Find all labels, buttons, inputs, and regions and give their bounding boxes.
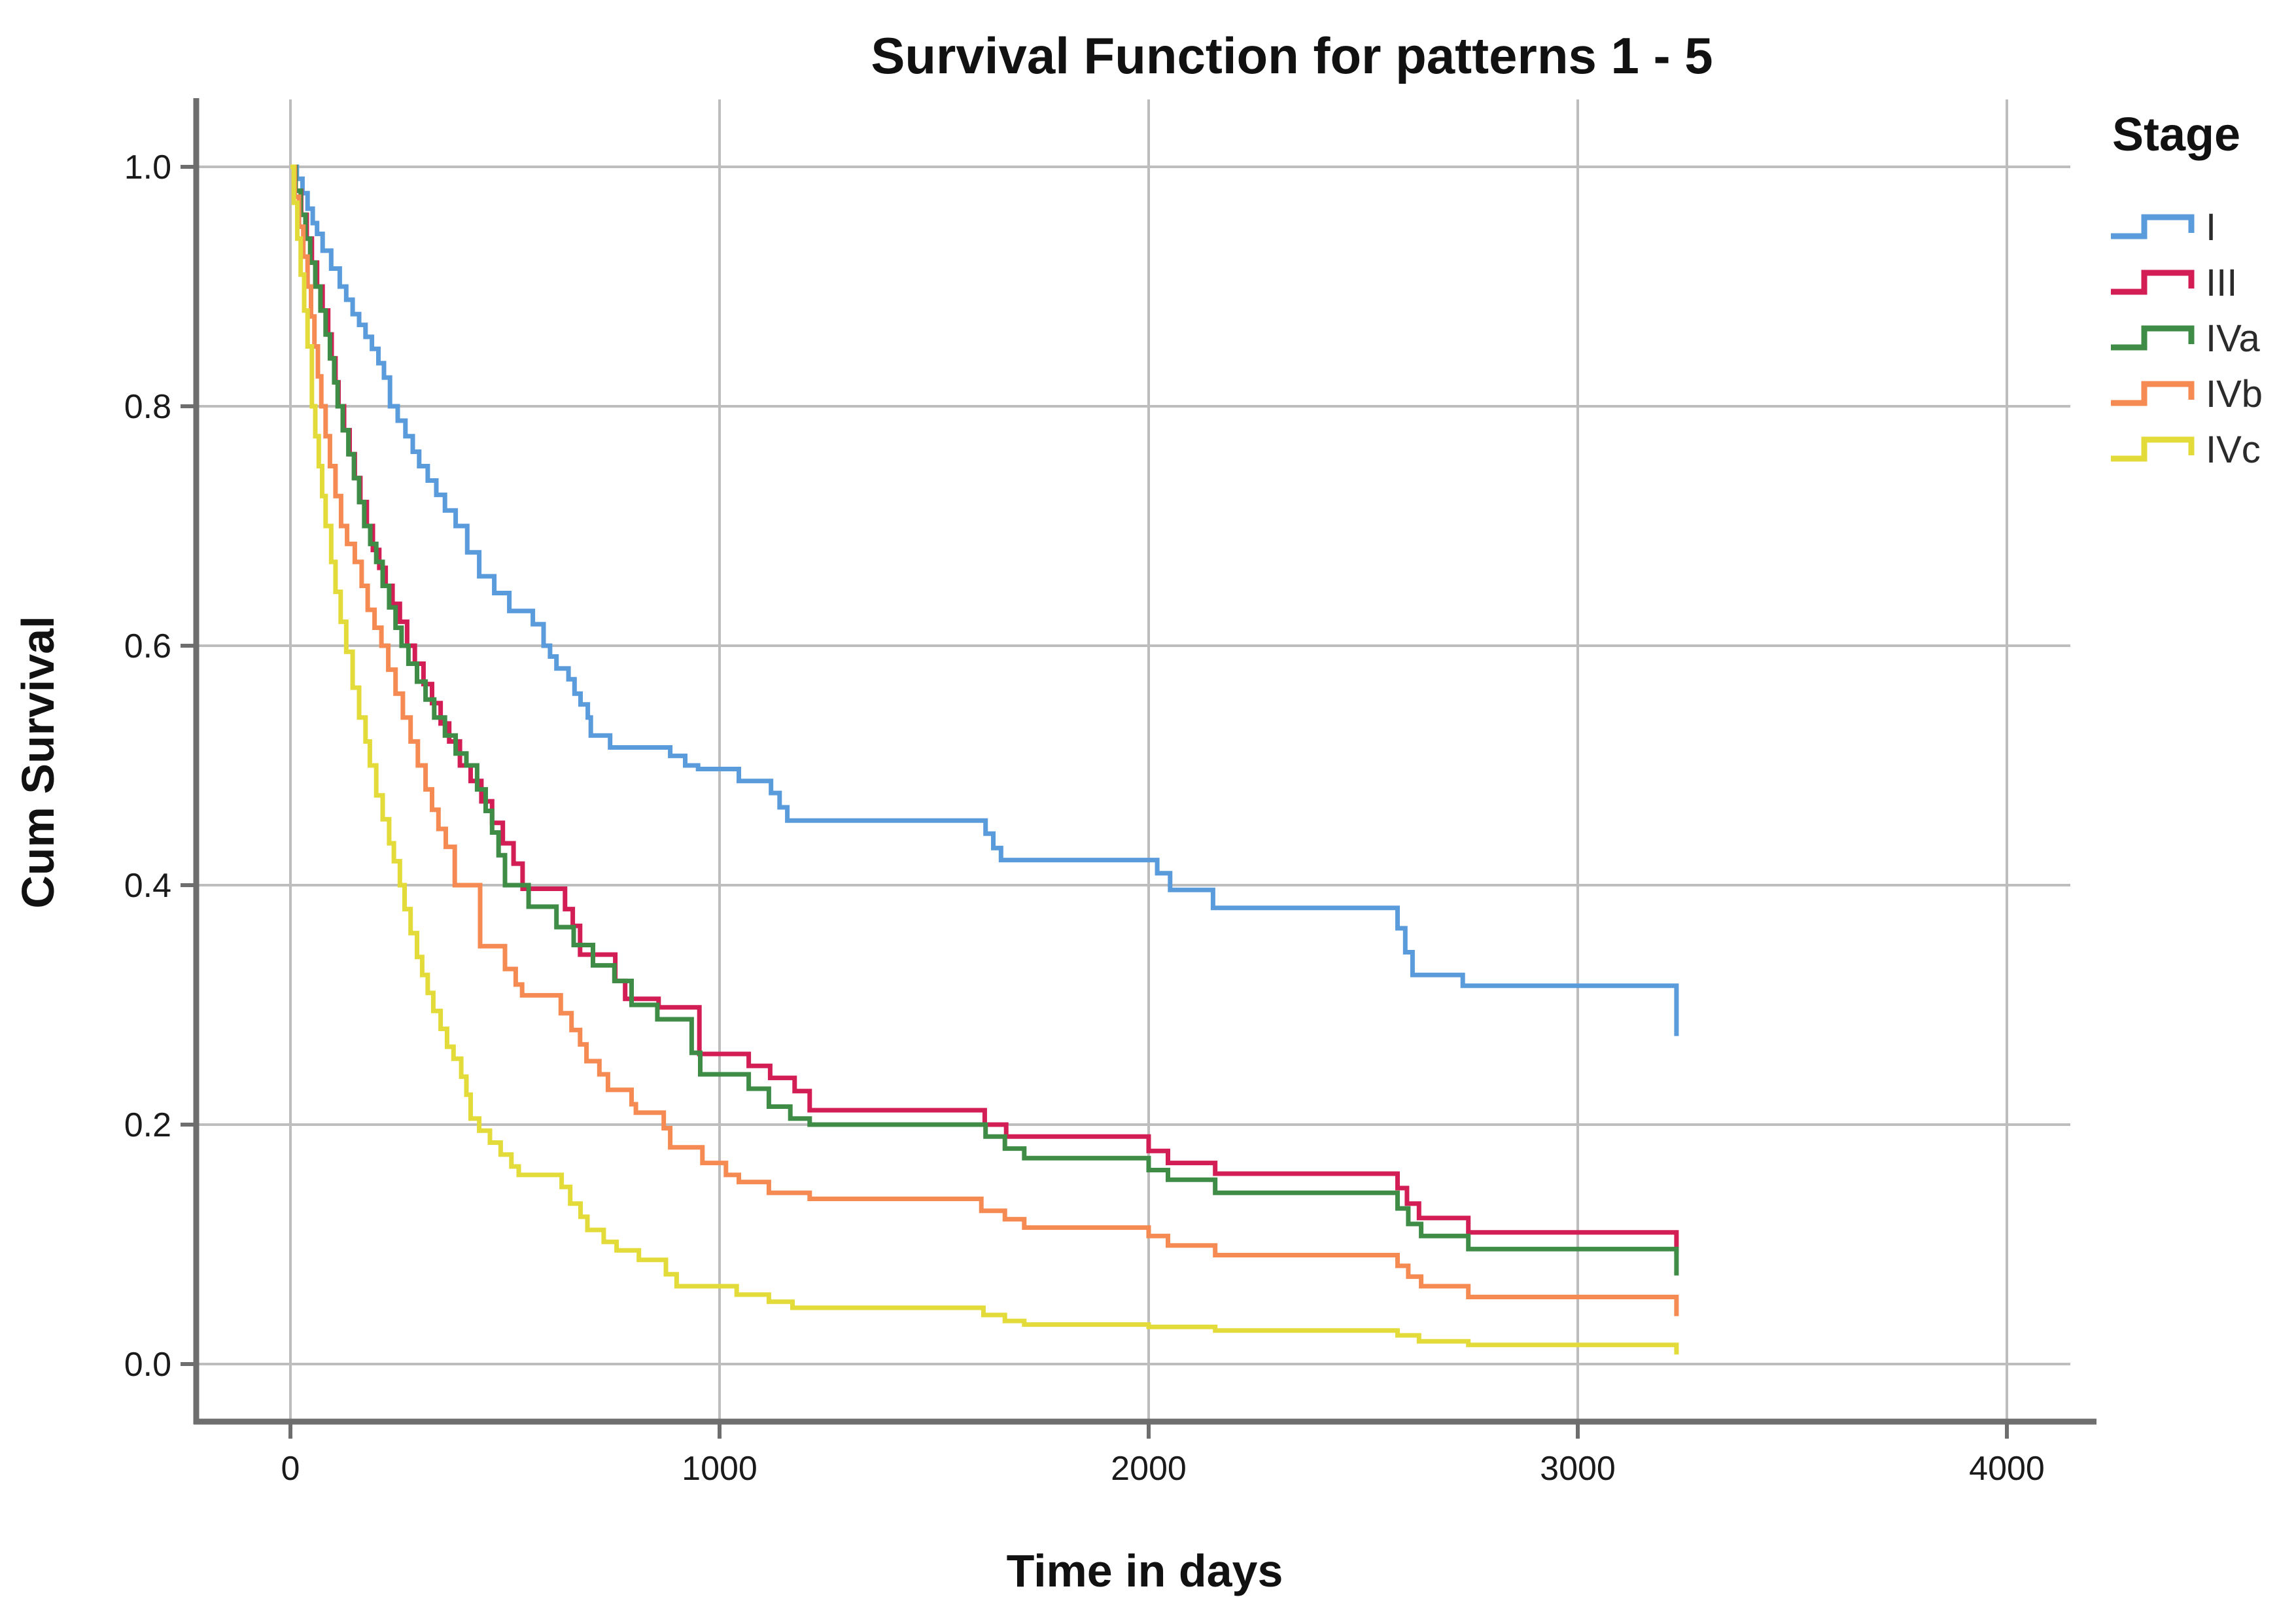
legend-item-label: IVc	[2206, 429, 2261, 471]
legend-swatch-step-icon	[2111, 436, 2195, 462]
x-tick-label: 3000	[1540, 1450, 1616, 1488]
y-tick-label: 1.0	[124, 149, 171, 186]
legend-item-label: IVa	[2206, 317, 2260, 360]
legend-item-III: III	[2111, 262, 2237, 304]
survival-curve-IVb	[290, 164, 1679, 1316]
legend-swatch-step-icon	[2111, 270, 2195, 295]
x-tick-label: 4000	[1969, 1450, 2045, 1488]
y-tick-label: 0.6	[124, 627, 171, 665]
legend-item-label: III	[2206, 262, 2237, 304]
legend-item-IVa: IVa	[2111, 317, 2260, 360]
survival-curve-IVc	[290, 164, 1679, 1355]
legend-title: Stage	[2112, 109, 2240, 161]
y-tick-label: 0.4	[124, 867, 171, 905]
legend-item-label: I	[2206, 206, 2216, 249]
legend-item-I: I	[2111, 206, 2216, 249]
axis-tick-labels: 0 1000 2000 3000 4000 0.0 0.2 0.4 0.6 0.8 1.0	[124, 149, 2045, 1488]
survival-curve-I	[290, 164, 1679, 1036]
axis-ticks	[181, 165, 2009, 1439]
legend-swatch-step-icon	[2111, 325, 2195, 351]
axes	[193, 98, 2096, 1425]
chart-title: Survival Function for patterns 1 - 5	[871, 27, 1713, 84]
survival-curves	[290, 164, 1679, 1355]
y-tick-label: 0.8	[124, 388, 171, 426]
x-tick-label: 0	[281, 1450, 300, 1488]
survival-curve-IVa	[290, 164, 1679, 1276]
survival-curve-III	[290, 164, 1679, 1254]
legend-item-IVc: IVc	[2111, 429, 2261, 471]
x-tick-label: 1000	[682, 1450, 757, 1488]
y-axis-label: Cum Survival	[12, 616, 63, 908]
y-tick-label: 0.2	[124, 1106, 171, 1144]
legend-swatch-step-icon	[2111, 214, 2195, 239]
x-tick-label: 2000	[1111, 1450, 1187, 1488]
x-axis-label: Time in days	[1007, 1545, 1283, 1596]
y-tick-label: 0.0	[124, 1346, 171, 1384]
gridlines	[196, 99, 2070, 1422]
legend-item-label: IVb	[2206, 373, 2263, 415]
legend-item-IVb: IVb	[2111, 373, 2263, 415]
legend-swatch-step-icon	[2111, 381, 2195, 406]
